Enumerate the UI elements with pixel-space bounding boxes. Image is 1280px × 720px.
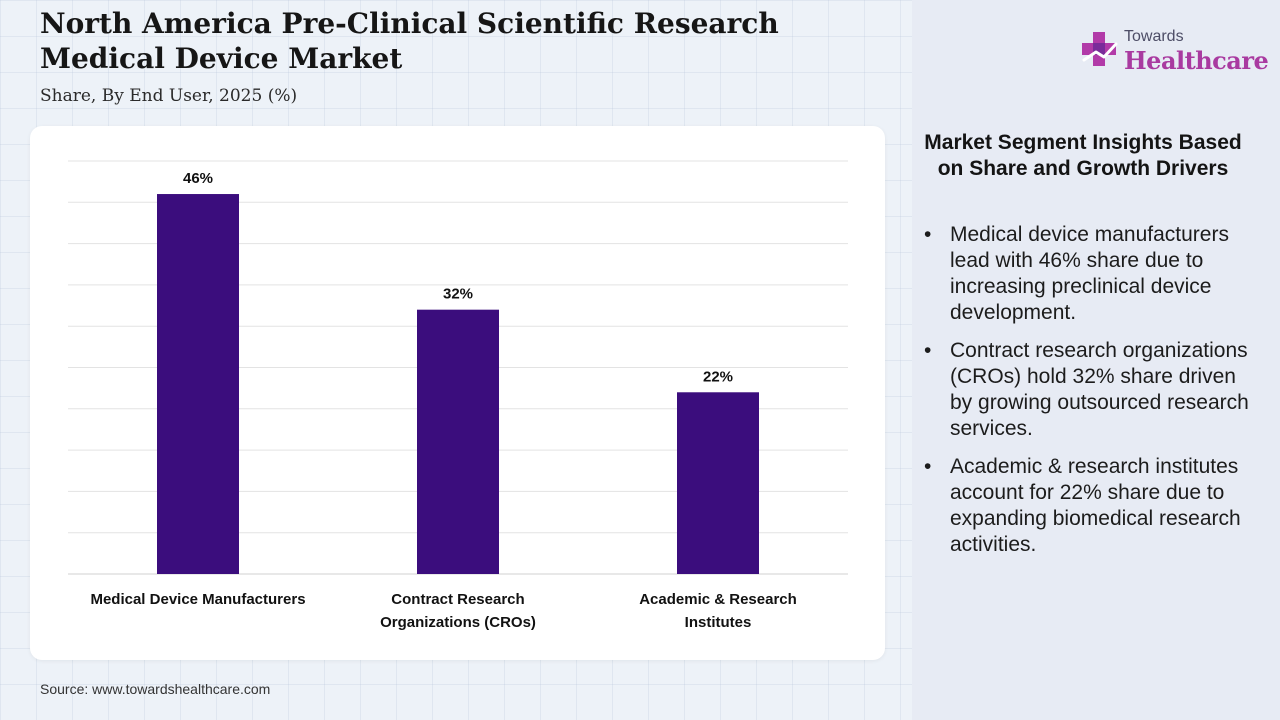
- bars: [157, 194, 759, 574]
- logo-main-text: Healthcare: [1124, 46, 1269, 75]
- data-label: 32%: [443, 286, 473, 303]
- logo-top-text: Towards: [1124, 28, 1184, 45]
- page-title: North America Pre-Clinical Scientific Re…: [40, 7, 779, 75]
- x-tick-label: Academic & Research Institutes: [639, 591, 797, 631]
- x-tick-label: Medical Device Manufacturers: [90, 591, 305, 608]
- chart-card: 46% 32% 22% Medical Device Manufacturers Co…: [30, 126, 885, 660]
- brand-logo: Towards Healthcare: [1080, 26, 1269, 78]
- insight-item: Academic & research institutes account f…: [922, 454, 1252, 558]
- source-note: Source: www.towardshealthcare.com: [40, 681, 271, 697]
- category-labels: Medical Device Manufacturers Contract Res…: [90, 591, 796, 631]
- data-label: 46%: [183, 170, 213, 187]
- bar: [417, 309, 499, 574]
- data-label: 22%: [703, 368, 733, 385]
- insight-item: Medical device manufacturers lead with 4…: [922, 222, 1252, 326]
- medical-cross-icon: [1082, 32, 1118, 66]
- page-subtitle: Share, By End User, 2025 (%): [40, 86, 298, 106]
- insights-list: Medical device manufacturers lead with 4…: [922, 222, 1252, 570]
- bar: [157, 194, 239, 574]
- insight-item: Contract research organizations (CROs) h…: [922, 338, 1252, 442]
- bar-chart: 46% 32% 22% Medical Device Manufacturers Co…: [68, 160, 848, 631]
- bar: [677, 392, 759, 574]
- value-labels: 46% 32% 22%: [183, 170, 733, 385]
- insights-title: Market Segment Insights Based on Share a…: [924, 131, 1242, 180]
- x-tick-label: Contract Research Organizations (CROs): [380, 591, 536, 631]
